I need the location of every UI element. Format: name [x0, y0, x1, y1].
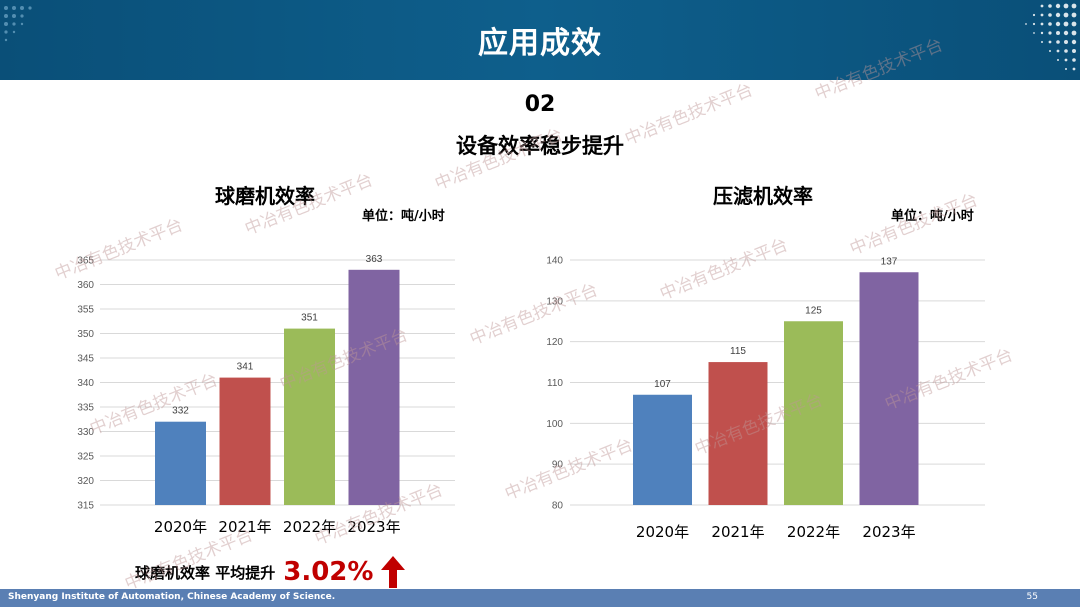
- footer-institution: Shenyang Institute of Automation, Chines…: [8, 592, 336, 602]
- y-tick-label: 130: [546, 296, 563, 307]
- section-number: 02: [524, 92, 556, 117]
- y-tick-label: 315: [77, 501, 94, 512]
- y-tick-label: 340: [77, 378, 94, 389]
- data-label: 351: [301, 313, 318, 324]
- x-category-label: 2021年: [218, 518, 271, 536]
- x-category-label: 2020年: [636, 523, 689, 541]
- bar: [784, 321, 843, 505]
- decorative-dots-right: [1025, 3, 1077, 71]
- y-tick-label: 110: [547, 378, 563, 389]
- bar: [859, 272, 919, 505]
- data-label: 115: [730, 346, 746, 357]
- title-bar: 应用成效: [0, 0, 1080, 80]
- y-tick-label: 320: [77, 476, 94, 487]
- y-tick-label: 80: [552, 501, 564, 512]
- data-label: 107: [654, 379, 671, 390]
- filter-press-unit-label: 单位：吨/小时: [891, 209, 974, 224]
- filter-press-chart-title: 压滤机效率: [713, 184, 813, 208]
- bar: [708, 362, 768, 505]
- data-label: 137: [881, 256, 898, 267]
- data-label: 341: [237, 362, 254, 373]
- section-title: 设备效率稳步提升: [456, 134, 624, 158]
- decorative-dots-left: [4, 6, 32, 42]
- footer-bar: Shenyang Institute of Automation, Chines…: [0, 589, 1080, 607]
- y-tick-label: 350: [77, 329, 94, 340]
- y-tick-label: 140: [546, 256, 563, 267]
- x-category-label: 2023年: [347, 518, 400, 536]
- bar: [284, 328, 335, 505]
- y-tick-label: 360: [77, 280, 94, 291]
- x-category-label: 2022年: [283, 518, 336, 536]
- bar: [219, 377, 271, 505]
- y-tick-label: 365: [77, 256, 94, 267]
- ball-mill-chart-title: 球磨机效率: [215, 184, 315, 208]
- data-label: 332: [172, 406, 189, 417]
- summary-value: 3.02%: [283, 557, 374, 587]
- data-label: 125: [805, 305, 822, 316]
- page-number: 55: [1026, 592, 1038, 602]
- page-title: 应用成效: [478, 26, 602, 61]
- x-category-label: 2022年: [787, 523, 840, 541]
- summary-label: 球磨机效率 平均提升: [135, 563, 276, 582]
- y-tick-label: 120: [546, 337, 563, 348]
- x-category-label: 2020年: [154, 518, 207, 536]
- ball-mill-unit-label: 单位：吨/小时: [362, 209, 445, 224]
- y-tick-label: 325: [77, 452, 94, 463]
- up-arrow-icon: [381, 556, 406, 588]
- x-category-label: 2021年: [711, 523, 764, 541]
- y-tick-label: 90: [552, 460, 564, 471]
- bar: [633, 394, 692, 505]
- y-tick-label: 335: [77, 403, 94, 414]
- bar: [348, 269, 400, 505]
- bar: [155, 421, 206, 505]
- y-tick-label: 355: [77, 305, 94, 316]
- data-label: 363: [366, 254, 383, 265]
- efficiency-summary: 球磨机效率 平均提升 3.02%: [135, 552, 406, 592]
- y-tick-label: 330: [77, 427, 94, 438]
- y-tick-label: 345: [77, 354, 94, 365]
- x-category-label: 2023年: [862, 523, 915, 541]
- y-tick-label: 100: [546, 419, 563, 430]
